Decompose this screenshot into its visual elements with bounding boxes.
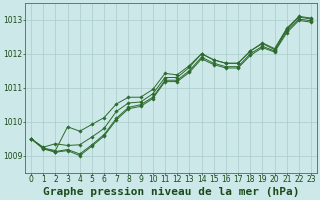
X-axis label: Graphe pression niveau de la mer (hPa): Graphe pression niveau de la mer (hPa) [43,187,299,197]
